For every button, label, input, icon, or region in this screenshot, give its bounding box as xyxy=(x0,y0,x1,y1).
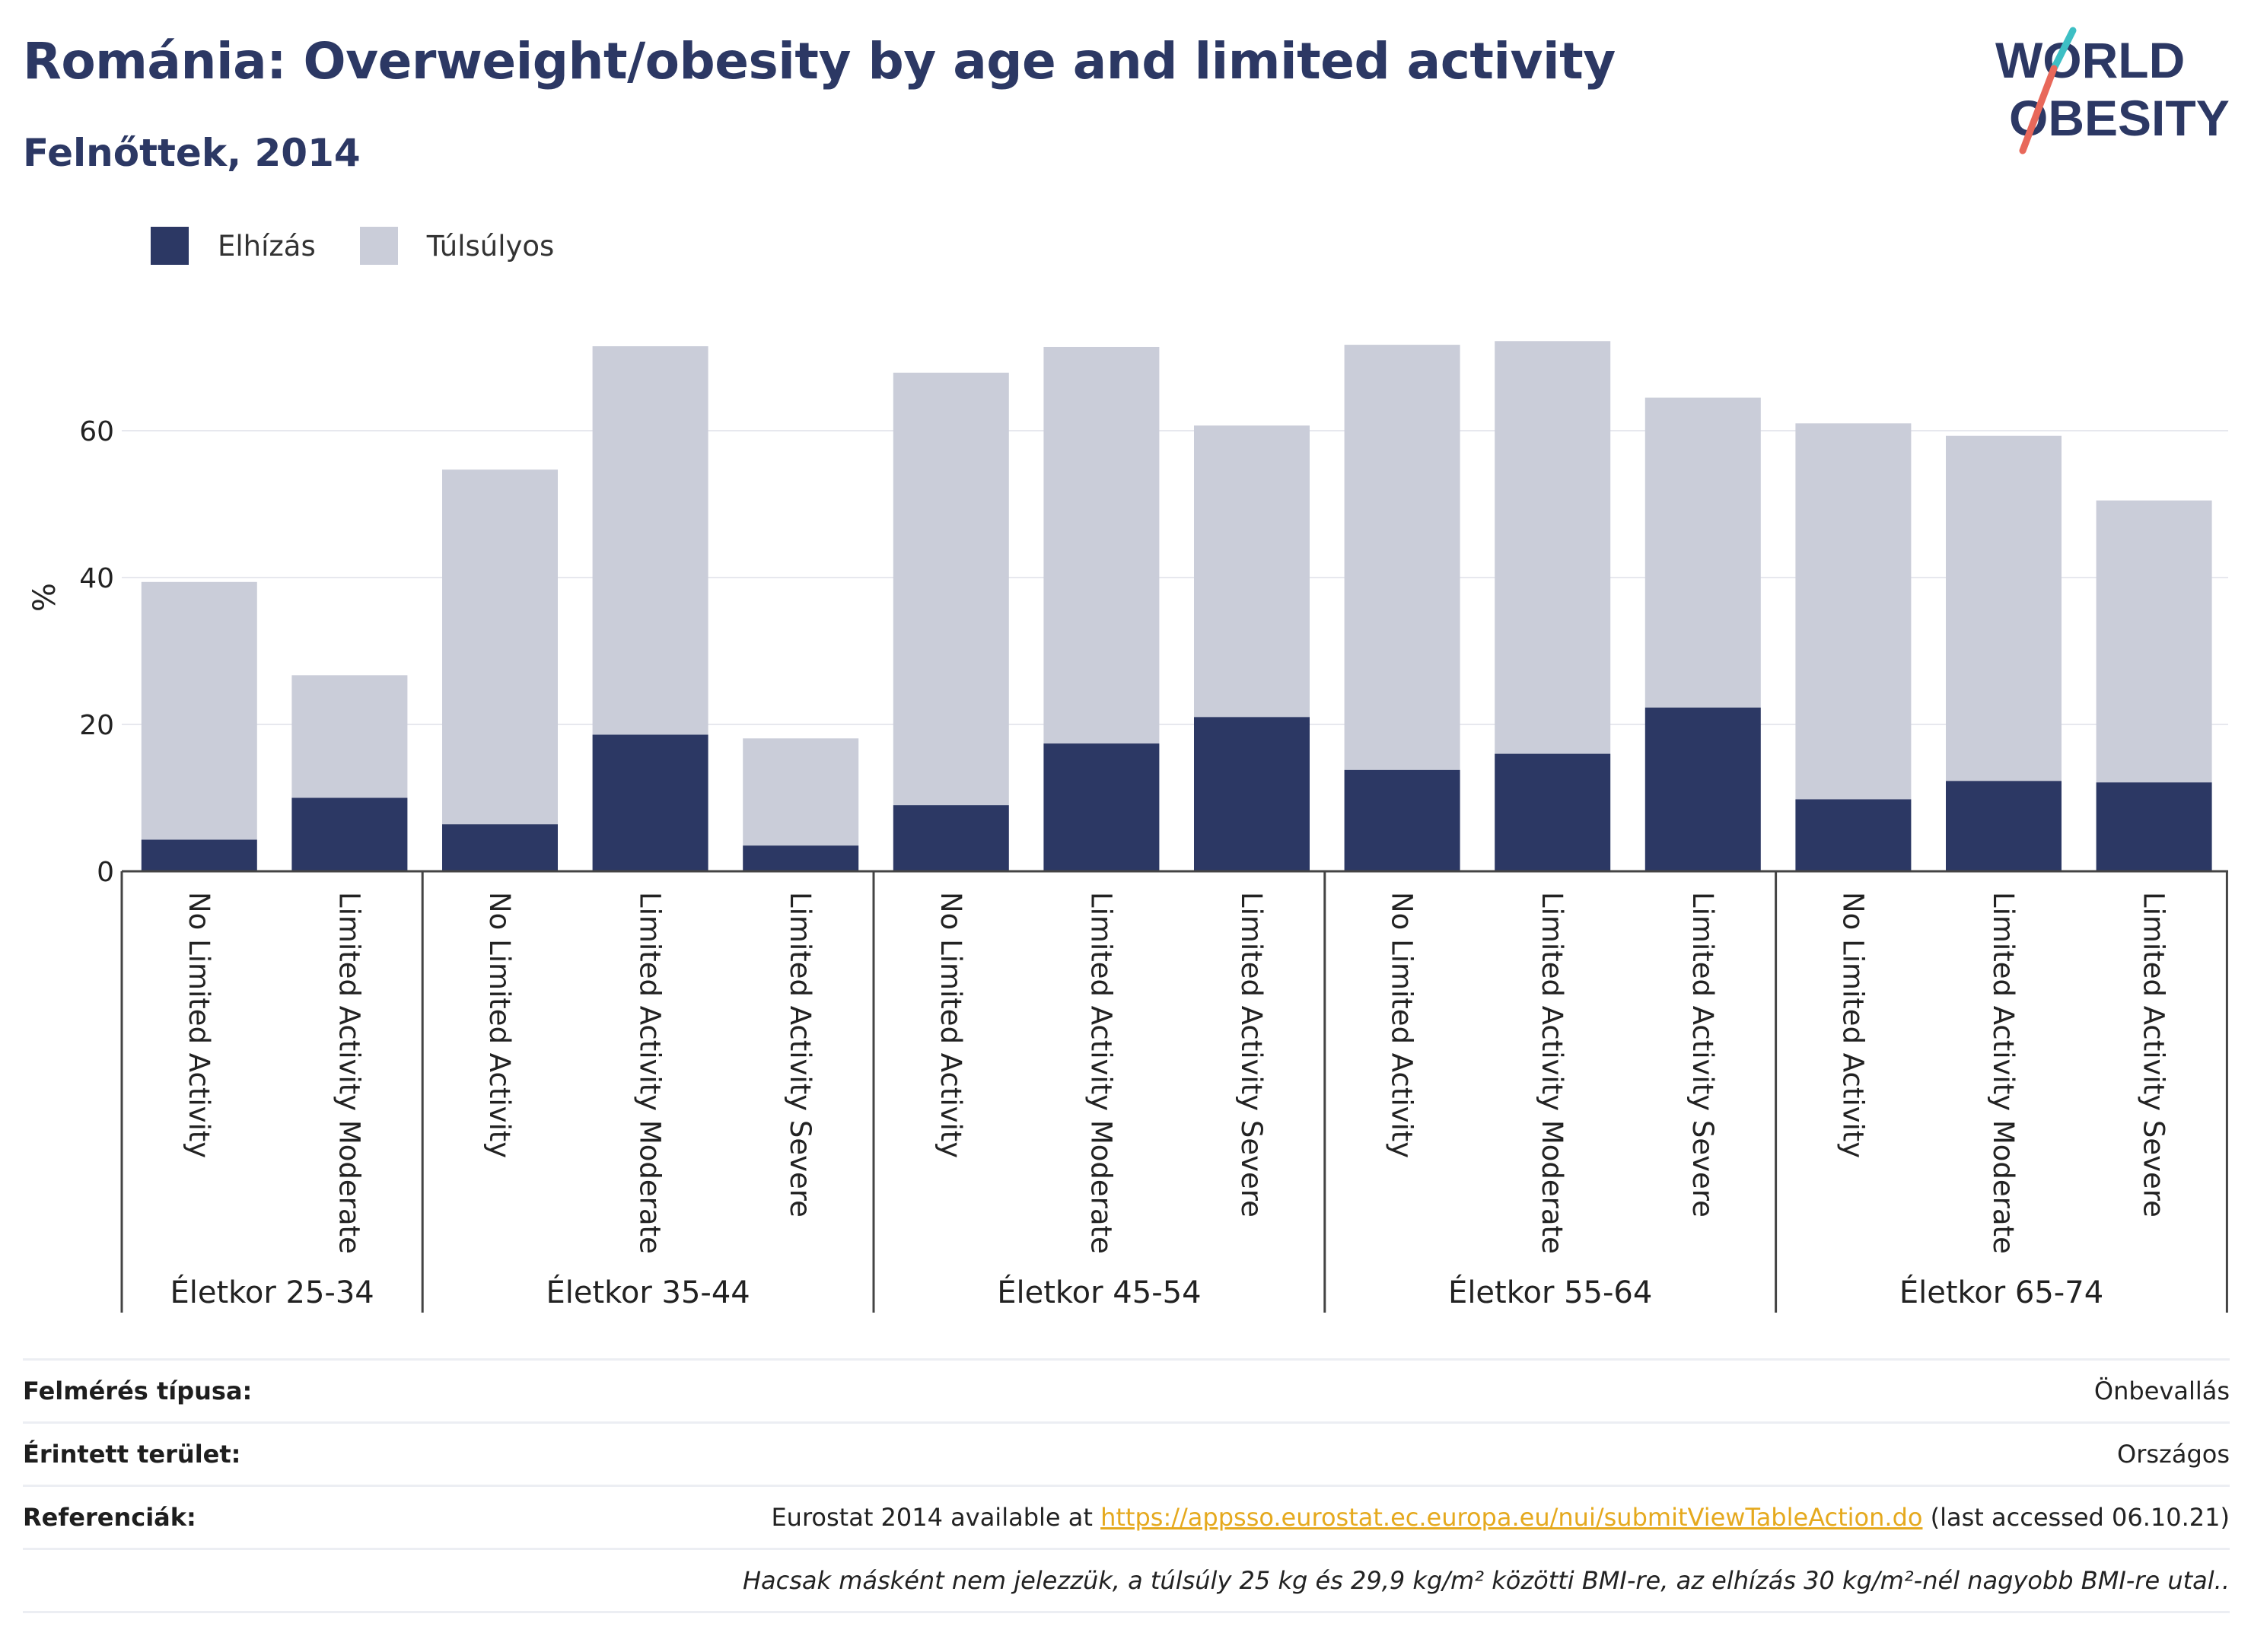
x-tick-label-1: Limited Activity Moderate xyxy=(333,892,365,1254)
bar-overweight-4 xyxy=(743,738,859,846)
bar-obesity-9 xyxy=(1495,753,1611,871)
footer-key-references: Referenciák: xyxy=(23,1503,196,1532)
chart-legend: Elhízás Túlsúlyos xyxy=(151,226,598,266)
x-tick-label-6: Limited Activity Moderate xyxy=(1084,892,1117,1254)
y-axis-label: % xyxy=(27,583,62,612)
footer-row-survey-type: Felmérés típusa: Önbevallás xyxy=(23,1358,2230,1421)
x-tick-label-4: Limited Activity Severe xyxy=(784,892,817,1218)
bar-overweight-13 xyxy=(2096,500,2212,783)
logo-word-world: WORLD xyxy=(1995,32,2185,88)
footer-row-area: Érintett terület: Országos xyxy=(23,1421,2230,1485)
y-tick-label-20: 20 xyxy=(79,710,114,741)
bar-obesity-1 xyxy=(291,797,408,871)
bar-overweight-10 xyxy=(1644,397,1761,708)
footer-key-survey-type: Felmérés típusa: xyxy=(23,1377,253,1405)
x-tick-label-12: Limited Activity Moderate xyxy=(1987,892,2020,1254)
footer-row-references: Referenciák: Eurostat 2014 available at … xyxy=(23,1485,2230,1548)
world-obesity-logo: WORLD OBESITY xyxy=(1995,27,2230,154)
x-tick-label-0: No Limited Activity xyxy=(183,892,215,1158)
group-label-0: Életkor 25-34 xyxy=(170,1274,374,1310)
legend-swatch-overweight xyxy=(359,227,398,265)
legend-item-obesity[interactable]: Elhízás xyxy=(151,227,316,265)
x-tick-label-3: Limited Activity Moderate xyxy=(634,892,667,1254)
bar-obesity-10 xyxy=(1644,707,1761,871)
logo-slash-red xyxy=(2019,65,2058,154)
x-tick-label-11: No Limited Activity xyxy=(1836,892,1869,1158)
footer-value-references: Eurostat 2014 available at https://appss… xyxy=(771,1503,2230,1532)
group-label-4: Életkor 65-74 xyxy=(1899,1274,2103,1310)
x-tick-label-13: Limited Activity Severe xyxy=(2138,892,2170,1218)
footer-value-survey-type: Önbevallás xyxy=(2093,1377,2230,1405)
bar-obesity-7 xyxy=(1194,717,1310,871)
bar-overweight-1 xyxy=(291,675,408,798)
bar-obesity-0 xyxy=(141,839,257,871)
bar-overweight-2 xyxy=(442,469,558,825)
x-tick-label-7: Limited Activity Severe xyxy=(1235,892,1268,1218)
y-tick-label-40: 40 xyxy=(79,563,114,594)
bar-obesity-4 xyxy=(743,845,859,871)
bar-obesity-5 xyxy=(893,805,1009,871)
chart-subtitle: Felnőttek, 2014 xyxy=(23,131,361,175)
legend-item-overweight[interactable]: Túlsúlyos xyxy=(359,227,555,265)
legend-swatch-obesity xyxy=(151,227,189,265)
bar-overweight-3 xyxy=(592,346,708,735)
x-tick-label-2: No Limited Activity xyxy=(483,892,516,1158)
y-tick-label-0: 0 xyxy=(97,857,114,888)
bar-overweight-8 xyxy=(1344,345,1460,770)
x-tick-label-8: No Limited Activity xyxy=(1386,892,1418,1158)
bar-obesity-2 xyxy=(442,824,558,871)
bar-overweight-11 xyxy=(1795,423,1912,800)
reference-link[interactable]: https://appsso.eurostat.ec.europa.eu/nui… xyxy=(1100,1503,1923,1532)
bar-overweight-0 xyxy=(141,581,257,840)
footer-value-area: Országos xyxy=(2117,1440,2230,1469)
bar-obesity-3 xyxy=(592,734,708,871)
logo-slash-teal xyxy=(2050,27,2077,72)
stacked-bar-chart: 0 20 40 60% No Limited Activity Limited Activ… xyxy=(27,341,2228,1313)
legend-label-obesity: Elhízás xyxy=(218,229,316,263)
bar-obesity-6 xyxy=(1043,743,1160,871)
x-tick-label-5: No Limited Activity xyxy=(934,892,967,1158)
bar-overweight-5 xyxy=(893,372,1009,806)
reference-prefix: Eurostat 2014 available at xyxy=(771,1503,1101,1532)
x-tick-label-9: Limited Activity Moderate xyxy=(1536,892,1568,1254)
group-label-3: Életkor 55-64 xyxy=(1448,1274,1652,1310)
footer-table: Felmérés típusa: Önbevallás Érintett ter… xyxy=(23,1358,2230,1613)
chart-title: Románia: Overweight/obesity by age and l… xyxy=(23,32,1616,91)
reference-suffix: (last accessed 06.10.21) xyxy=(1922,1503,2230,1532)
bar-overweight-6 xyxy=(1043,346,1160,744)
legend-label-overweight: Túlsúlyos xyxy=(426,229,555,263)
group-label-2: Életkor 45-54 xyxy=(997,1274,1201,1310)
bar-overweight-12 xyxy=(1946,435,2062,781)
footer-row-note: Hacsak másként nem jelezzük, a túlsúly 2… xyxy=(23,1548,2230,1613)
footer-note: Hacsak másként nem jelezzük, a túlsúly 2… xyxy=(742,1566,2230,1595)
bar-obesity-12 xyxy=(1946,781,2062,871)
bar-obesity-13 xyxy=(2096,782,2212,871)
bar-overweight-7 xyxy=(1194,425,1310,718)
footer-key-area: Érintett terület: xyxy=(23,1440,241,1469)
x-tick-label-10: Limited Activity Severe xyxy=(1686,892,1719,1218)
bar-overweight-9 xyxy=(1495,341,1611,754)
bar-obesity-11 xyxy=(1795,799,1912,871)
group-label-1: Életkor 35-44 xyxy=(546,1274,750,1310)
y-tick-label-60: 60 xyxy=(79,416,114,447)
bar-obesity-8 xyxy=(1344,769,1460,871)
